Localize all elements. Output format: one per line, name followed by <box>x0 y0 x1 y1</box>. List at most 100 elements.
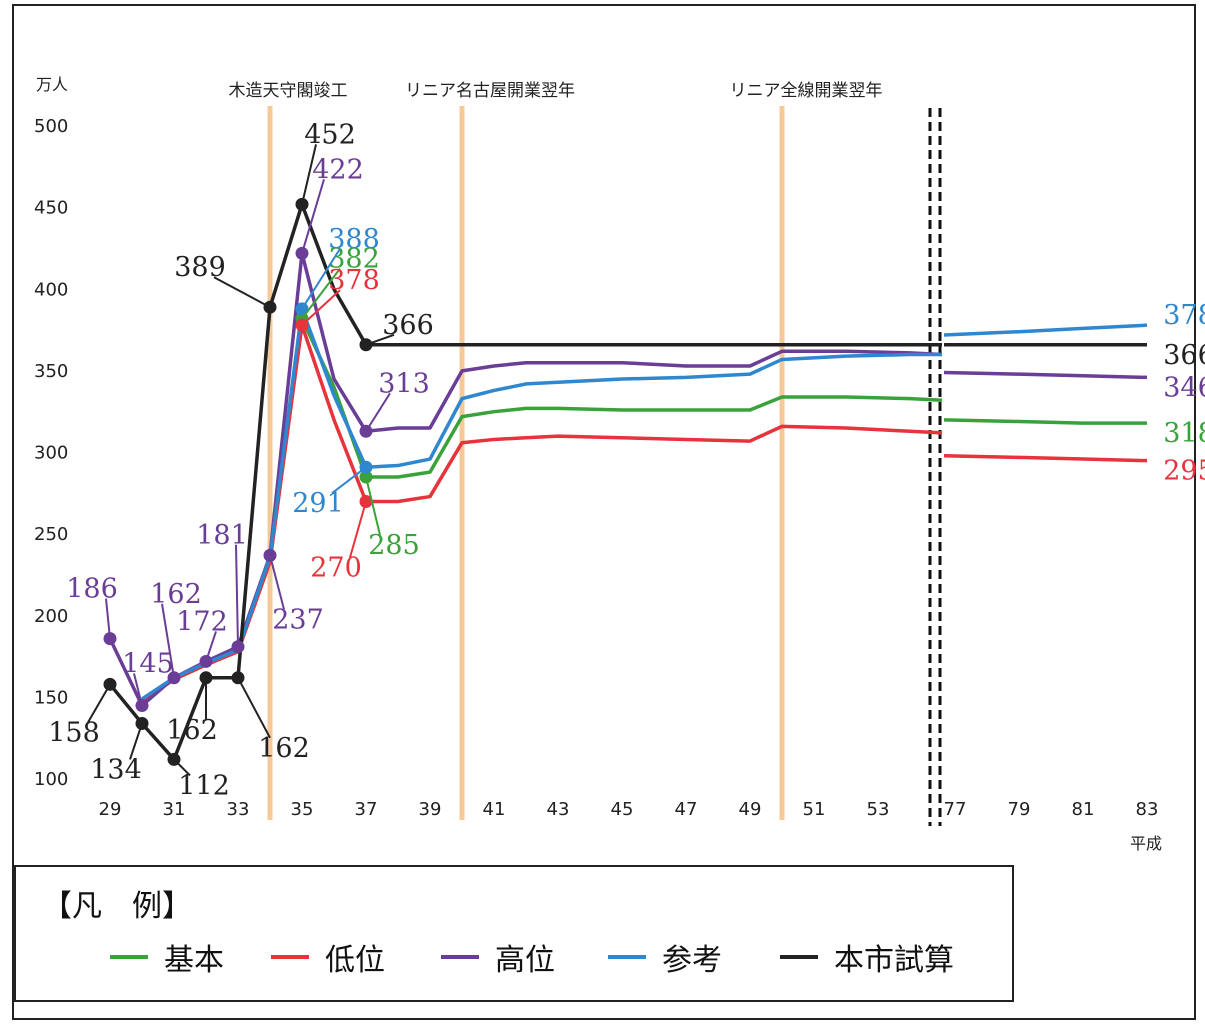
data-label: 452 <box>304 119 356 150</box>
x-tick-label: 33 <box>227 799 250 820</box>
y-tick-label: 400 <box>34 279 68 300</box>
series-line <box>943 418 1147 425</box>
y-tick-label: 350 <box>34 361 68 382</box>
data-label: 366 <box>1163 340 1205 371</box>
data-label: 145 <box>122 649 174 680</box>
series-line <box>108 251 943 708</box>
legend-label: 高位 <box>495 943 555 978</box>
x-tick-label: 79 <box>1008 799 1031 820</box>
x-tick-label: 49 <box>739 799 762 820</box>
legend-item-teii: 低位 <box>271 937 385 978</box>
data-label: 237 <box>272 604 324 635</box>
legend-swatch <box>110 955 148 959</box>
x-tick-label: 39 <box>419 799 442 820</box>
x-tick-label: 35 <box>291 799 314 820</box>
legend-swatch <box>441 955 479 959</box>
y-tick-label: 500 <box>34 116 68 137</box>
leader-line <box>161 603 175 678</box>
leader-line <box>301 289 341 326</box>
data-label: 382 <box>328 244 380 275</box>
legend-label: 低位 <box>325 943 385 978</box>
event-label: リニア名古屋開業翌年 <box>405 81 575 101</box>
leader-line <box>365 333 395 346</box>
x-tick-label: 77 <box>944 799 967 820</box>
x-tick-label: 41 <box>483 799 506 820</box>
data-label: 158 <box>48 717 100 748</box>
data-label: 346 <box>1163 372 1205 403</box>
leader-line <box>365 392 391 432</box>
data-label: 313 <box>378 368 430 399</box>
data-label: 295 <box>1163 456 1205 487</box>
x-tick-label: 37 <box>355 799 378 820</box>
data-label: 318 <box>1163 418 1205 449</box>
legend-swatch <box>780 955 818 959</box>
legend-item-koui: 高位 <box>441 937 555 978</box>
leader-line <box>237 677 271 739</box>
series-line <box>943 370 1148 380</box>
leader-line <box>301 268 341 320</box>
legend-label: 基本 <box>164 943 224 978</box>
leader-line <box>105 598 111 639</box>
x-tick-label: 45 <box>611 799 634 820</box>
leader-line <box>133 673 143 706</box>
y-unit-label: 万人 <box>36 75 68 94</box>
data-label: 186 <box>66 574 118 605</box>
x-tick-label: 53 <box>867 799 890 820</box>
y-tick-label: 250 <box>34 524 68 545</box>
legend: 【凡 例】 基本 低位 高位 参考 本市試算 <box>14 865 1014 1002</box>
leader-line <box>365 476 381 536</box>
x-tick-label: 81 <box>1072 799 1095 820</box>
leader-line <box>349 501 367 558</box>
data-label: 388 <box>328 224 380 255</box>
leader-line <box>235 544 239 647</box>
data-label: 285 <box>368 530 420 561</box>
legend-swatch <box>271 955 309 959</box>
x-tick-label: 47 <box>675 799 698 820</box>
y-tick-label: 100 <box>34 769 68 790</box>
series-line <box>943 454 1148 463</box>
y-tick-label: 300 <box>34 443 68 464</box>
leader-line <box>129 723 143 760</box>
legend-item-kihon: 基本 <box>110 937 224 978</box>
data-label: 134 <box>90 754 142 785</box>
legend-item-sankou: 参考 <box>608 937 722 978</box>
y-tick-label: 200 <box>34 606 68 627</box>
event-label: 木造天守閣竣工 <box>229 81 348 101</box>
x-tick-label: 31 <box>163 799 186 820</box>
leader-line <box>269 555 285 610</box>
data-label: 112 <box>178 770 230 801</box>
event-label: リニア全線開業翌年 <box>730 81 883 101</box>
data-label: 422 <box>312 154 364 185</box>
data-label: 378 <box>328 265 380 296</box>
data-label: 162 <box>166 715 218 746</box>
data-label: 162 <box>150 579 202 610</box>
data-label: 181 <box>196 520 248 551</box>
leader-line <box>213 276 271 309</box>
leader-line <box>87 683 111 723</box>
leader-line <box>301 144 317 205</box>
x-tick-label: 43 <box>547 799 570 820</box>
data-label: 389 <box>174 252 226 283</box>
leader-line <box>301 179 325 254</box>
data-point <box>295 246 309 260</box>
leader-line <box>331 466 367 494</box>
data-label: 378 <box>1163 300 1205 331</box>
data-label: 162 <box>258 733 310 764</box>
legend-swatch <box>608 955 646 959</box>
data-label: 172 <box>176 606 228 637</box>
legend-label: 本市試算 <box>834 943 954 978</box>
series-line <box>141 307 942 701</box>
leader-line <box>205 631 217 662</box>
chart-frame <box>12 4 1196 1020</box>
leader-line <box>173 758 191 777</box>
y-tick-label: 450 <box>34 198 68 219</box>
x-tick-label: 51 <box>803 799 826 820</box>
series-line <box>108 202 942 762</box>
legend-item-shisan: 本市試算 <box>780 937 954 978</box>
y-tick-label: 150 <box>34 687 68 708</box>
x-tick-label: 83 <box>1136 799 1159 820</box>
series-line <box>141 316 943 703</box>
legend-label: 参考 <box>662 943 722 978</box>
leader-line <box>301 248 341 310</box>
